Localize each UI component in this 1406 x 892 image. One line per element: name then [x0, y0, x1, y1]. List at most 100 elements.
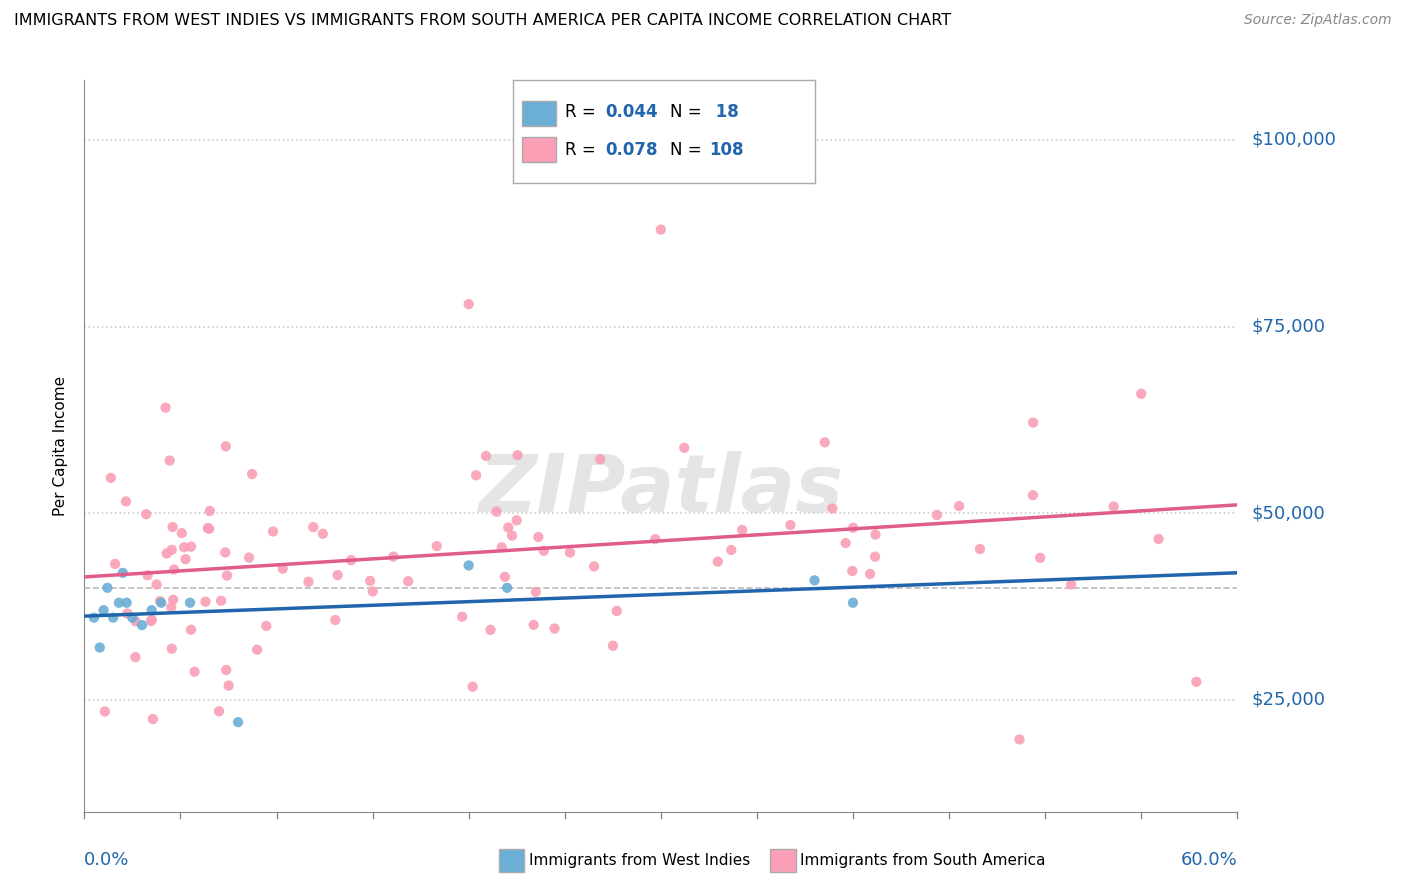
Point	[863, 549, 886, 564]
Point	[457, 297, 479, 311]
Point	[124, 650, 146, 665]
Point	[1130, 386, 1153, 401]
Point	[139, 614, 162, 628]
Point	[465, 468, 488, 483]
Text: IMMIGRANTS FROM WEST INDIES VS IMMIGRANTS FROM SOUTH AMERICA PER CAPITA INCOME C: IMMIGRANTS FROM WEST INDIES VS IMMIGRANT…	[14, 13, 952, 29]
Text: 0.0%: 0.0%	[84, 851, 129, 869]
Point	[527, 530, 550, 544]
Text: Immigrants from South America: Immigrants from South America	[800, 854, 1046, 868]
Point	[841, 564, 863, 578]
Point	[271, 561, 294, 575]
Point	[602, 639, 624, 653]
Point	[842, 596, 865, 610]
Point	[215, 663, 238, 677]
Point	[814, 435, 837, 450]
Point	[326, 568, 349, 582]
Point	[104, 557, 127, 571]
Point	[170, 526, 193, 541]
Point	[1029, 550, 1052, 565]
Point	[312, 526, 335, 541]
Point	[297, 574, 319, 589]
Point	[359, 574, 381, 588]
Point	[558, 545, 581, 559]
Point	[215, 568, 238, 582]
Point	[179, 596, 201, 610]
Point	[100, 471, 122, 485]
Point	[543, 622, 565, 636]
Point	[524, 585, 547, 599]
Point	[135, 507, 157, 521]
Point	[506, 448, 529, 462]
Point	[491, 541, 513, 555]
Point	[925, 508, 948, 522]
Point	[1008, 732, 1031, 747]
Text: Immigrants from West Indies: Immigrants from West Indies	[529, 854, 749, 868]
Point	[496, 581, 519, 595]
Point	[1185, 674, 1208, 689]
Text: R =: R =	[565, 103, 600, 121]
Point	[117, 607, 139, 621]
Point	[779, 518, 801, 533]
Point	[238, 550, 260, 565]
Point	[533, 543, 555, 558]
Point	[650, 222, 672, 236]
Point	[155, 401, 177, 415]
Point	[1102, 500, 1125, 514]
Point	[340, 553, 363, 567]
Point	[197, 521, 219, 535]
Point	[93, 603, 115, 617]
Point	[834, 536, 856, 550]
Point	[426, 539, 449, 553]
Point	[180, 623, 202, 637]
Text: N =: N =	[671, 103, 707, 121]
Text: 0.044: 0.044	[606, 103, 658, 121]
Point	[606, 604, 628, 618]
Point	[457, 558, 479, 573]
Point	[673, 441, 696, 455]
Point	[707, 555, 730, 569]
Point	[145, 577, 167, 591]
Text: 0.078: 0.078	[606, 141, 658, 159]
Point	[720, 543, 742, 558]
Point	[240, 467, 263, 481]
Text: 108: 108	[710, 141, 744, 159]
Point	[111, 566, 134, 580]
Point	[124, 615, 146, 629]
Point	[226, 715, 249, 730]
Point	[523, 618, 546, 632]
Point	[162, 592, 184, 607]
Point	[209, 593, 232, 607]
Point	[215, 439, 238, 453]
Point	[859, 566, 882, 581]
Point	[108, 596, 131, 610]
Point	[142, 712, 165, 726]
Text: N =: N =	[671, 141, 707, 159]
Point	[198, 522, 221, 536]
Point	[554, 155, 576, 169]
Point	[96, 581, 118, 595]
Point	[159, 453, 181, 467]
Point	[262, 524, 284, 539]
Point	[451, 609, 474, 624]
Point	[821, 501, 844, 516]
Point	[141, 603, 163, 617]
Point	[83, 610, 105, 624]
Point	[198, 504, 221, 518]
Point	[156, 546, 179, 560]
Point	[180, 540, 202, 554]
Point	[498, 520, 520, 534]
Point	[115, 596, 138, 610]
Point	[361, 584, 384, 599]
Text: 18: 18	[710, 103, 738, 121]
Point	[149, 594, 172, 608]
Point	[479, 623, 502, 637]
Text: $25,000: $25,000	[1251, 690, 1324, 709]
Text: ZIPatlas: ZIPatlas	[478, 450, 844, 529]
Point	[494, 570, 516, 584]
Point	[865, 527, 887, 541]
Point	[644, 532, 666, 546]
Point	[160, 600, 183, 615]
Point	[150, 596, 173, 610]
Point	[121, 610, 143, 624]
Point	[731, 523, 754, 537]
